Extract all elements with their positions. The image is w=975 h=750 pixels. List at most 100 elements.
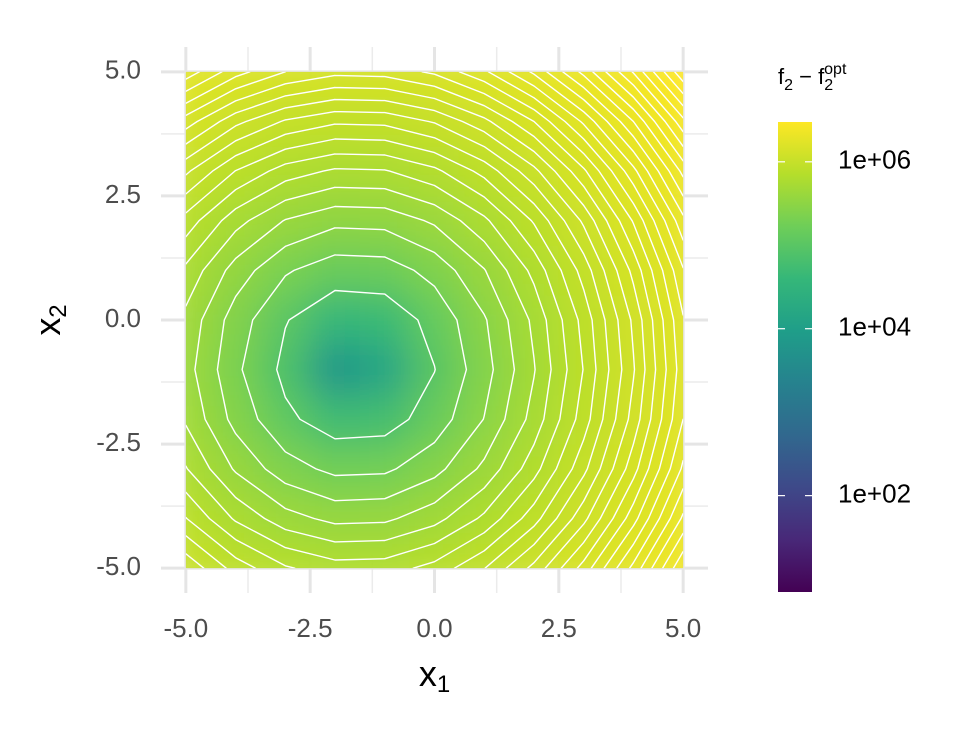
heat-cell: [558, 71, 610, 98]
legend-title-part: f: [818, 64, 825, 89]
legend-title-part: 2: [824, 77, 833, 94]
heat-cell: [210, 195, 261, 247]
contour-line: [185, 86, 636, 569]
x-axis-title-base: x: [419, 653, 437, 694]
heat-cell: [409, 493, 460, 544]
heat-cell: [185, 344, 212, 395]
plot-area: [185, 71, 684, 569]
contour-line: [663, 71, 684, 95]
heat-cell: [185, 443, 212, 495]
heat-cell: [359, 71, 411, 98]
heat-cell: [359, 294, 411, 346]
contour-line: [674, 71, 684, 83]
heat-cell: [185, 145, 212, 197]
contour-line: [546, 71, 684, 569]
contour-line: [618, 71, 684, 147]
x-axis-title-sub: 1: [437, 671, 450, 698]
x-tick-label: -5.0: [163, 613, 208, 643]
heat-cell: [558, 542, 610, 569]
y-axis-title-sub: 2: [45, 304, 72, 317]
heat-cell: [259, 294, 311, 346]
heat-cell: [259, 195, 311, 247]
y-tick-label: -2.5: [96, 427, 141, 457]
legend-title-part: 2: [784, 77, 793, 94]
heat-cell: [508, 542, 560, 569]
heat-cell: [259, 245, 311, 296]
heat-cell: [657, 443, 684, 495]
contour-line: [194, 205, 516, 525]
heat-cell: [458, 294, 510, 346]
heat-cell: [508, 294, 560, 346]
y-tick-label: 5.0: [105, 55, 141, 85]
contour-line: [185, 186, 536, 543]
heat-cell: [309, 493, 361, 544]
contour-line: [185, 168, 552, 561]
heat-cell: [458, 393, 510, 445]
heat-cell: [608, 542, 659, 569]
heat-cell: [185, 245, 212, 296]
heat-cell: [409, 542, 460, 569]
heat-cell: [259, 542, 311, 569]
heat-cell: [210, 542, 261, 569]
contour-line: [241, 254, 468, 477]
legend-title: f2 − f2opt: [778, 61, 847, 94]
y-tick-label: 0.0: [105, 303, 141, 333]
x-tick-label: 2.5: [541, 613, 577, 643]
heat-cell: [185, 195, 212, 247]
heat-cell: [458, 344, 510, 395]
heat-cell: [458, 542, 510, 569]
contour-line: [185, 71, 667, 569]
heat-cell: [309, 393, 361, 445]
heat-cell: [657, 195, 684, 247]
heat-cell: [359, 493, 411, 544]
heat-cell: [309, 71, 361, 98]
heat-cell: [409, 195, 460, 247]
heat-cell: [309, 344, 361, 395]
colorbar-tick-label: 1e+02: [838, 478, 911, 508]
contours: [185, 71, 684, 569]
x-tick-label: -2.5: [288, 613, 333, 643]
contour-line: [185, 123, 597, 569]
contour-line: [185, 153, 568, 569]
contour-line: [529, 71, 684, 569]
heat-cell: [558, 294, 610, 346]
heat-cell: [210, 245, 261, 296]
heat-cell: [458, 71, 510, 98]
heat-cell: [259, 393, 311, 445]
contour-line: [605, 71, 684, 162]
heat-cell: [359, 443, 411, 495]
contour-line: [185, 138, 584, 569]
heat-cell: [309, 195, 361, 247]
contour-line: [185, 71, 678, 569]
contour-line: [562, 71, 684, 569]
legend-title-part: f: [778, 64, 785, 89]
heat-cell: [458, 195, 510, 247]
heat-cell: [409, 443, 460, 495]
heatmap: [185, 71, 684, 569]
heat-cell: [359, 344, 411, 395]
contour-line: [185, 71, 657, 569]
contour-line: [185, 98, 623, 569]
heat-cell: [458, 443, 510, 495]
y-tick-label: -5.0: [96, 551, 141, 581]
heat-cell: [359, 245, 411, 296]
legend-title-part: −: [793, 64, 818, 89]
heat-cell: [309, 245, 361, 296]
contour-line: [578, 71, 684, 569]
contour-line: [185, 71, 684, 569]
colorbar: [778, 122, 812, 592]
heat-cell: [259, 493, 311, 544]
heat-cell: [210, 443, 261, 495]
contour-line: [185, 110, 610, 569]
y-axis-title: x2: [27, 304, 73, 335]
heat-cell: [259, 344, 311, 395]
heat-cell: [608, 294, 659, 346]
heat-cell: [608, 493, 659, 544]
heat-cell: [309, 542, 361, 569]
contour-line: [642, 71, 684, 119]
heat-cell: [657, 344, 684, 395]
heat-cell: [409, 96, 460, 147]
